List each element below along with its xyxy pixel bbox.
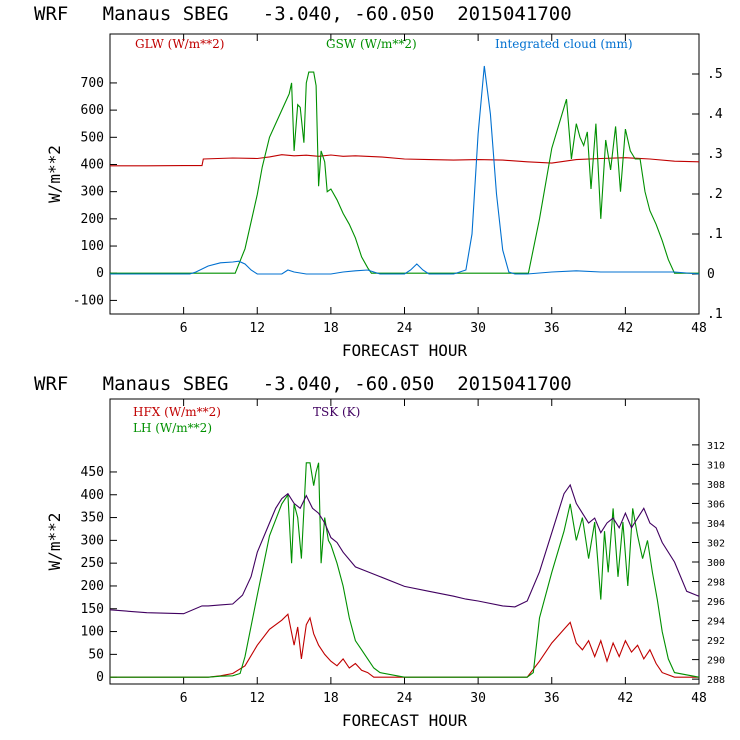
chart1-series-gsw-line bbox=[110, 71, 699, 274]
chart1-x-tick-label: 6 bbox=[180, 321, 188, 336]
chart2-y2-tick-label: 290 bbox=[707, 656, 725, 667]
chart2-title: WRF Manaus SBEG -3.040, -60.050 20150417… bbox=[34, 373, 572, 395]
chart2-y2-tick-label: 294 bbox=[707, 617, 725, 628]
chart1-title: WRF Manaus SBEG -3.040, -60.050 20150417… bbox=[34, 3, 572, 25]
chart2-x-tick-label: 30 bbox=[470, 691, 486, 706]
chart2-y-tick-label: 300 bbox=[81, 533, 104, 548]
chart2-y2-tick-label: 288 bbox=[707, 675, 725, 686]
chart2-y2-tick-label: 310 bbox=[707, 460, 725, 471]
chart2-y-tick-label: 50 bbox=[88, 647, 104, 662]
chart2-x-tick-label: 24 bbox=[397, 691, 413, 706]
chart2-y2-tick-label: 300 bbox=[707, 558, 725, 569]
chart1-y-tick-label: 300 bbox=[81, 185, 104, 200]
chart2-y-tick-label: 200 bbox=[81, 579, 104, 594]
chart1-x-tick-label: 48 bbox=[691, 321, 707, 336]
chart1-y2-tick-label: .3 bbox=[707, 147, 723, 162]
chart2-x-tick-label: 12 bbox=[249, 691, 265, 706]
chart2-y-tick-label: 350 bbox=[81, 511, 104, 526]
chart1-legend-glw: GLW (W/m**2) bbox=[135, 37, 224, 51]
chart2-y2-tick-label: 296 bbox=[707, 597, 725, 608]
chart1-y-axis-label: W/m**2 bbox=[45, 145, 64, 203]
chart2-y-axis-label: W/m**2 bbox=[45, 513, 64, 571]
chart2-y2-tick-label: 306 bbox=[707, 499, 725, 510]
chart2-x-tick-label: 18 bbox=[323, 691, 339, 706]
chart1-x-axis-label: FORECAST HOUR bbox=[342, 341, 468, 360]
chart1-y2-tick-label: 0 bbox=[707, 267, 715, 282]
chart2-y2-tick-label: 308 bbox=[707, 480, 725, 491]
chart2-x-tick-label: 42 bbox=[618, 691, 634, 706]
chart1-x-tick-label: 18 bbox=[323, 321, 339, 336]
chart1-y2-tick-label: .2 bbox=[707, 187, 723, 202]
chart2-y2-tick-label: 292 bbox=[707, 636, 725, 647]
chart1-y-tick-label: 700 bbox=[81, 76, 104, 91]
chart1-y-tick-label: 400 bbox=[81, 157, 104, 172]
chart2-y-tick-label: 100 bbox=[81, 625, 104, 640]
chart1-y-tick-label: 500 bbox=[81, 130, 104, 145]
chart2-y-tick-label: 150 bbox=[81, 602, 104, 617]
chart1-y-tick-label: 100 bbox=[81, 239, 104, 254]
chart2-y2-tick-label: 304 bbox=[707, 519, 725, 530]
chart2-y-tick-label: 450 bbox=[81, 465, 104, 480]
chart1-x-tick-label: 24 bbox=[397, 321, 413, 336]
chart1-y-tick-label: 600 bbox=[81, 103, 104, 118]
chart2-x-tick-label: 48 bbox=[691, 691, 707, 706]
chart2-y-tick-label: 250 bbox=[81, 556, 104, 571]
chart2-x-tick-label: 36 bbox=[544, 691, 560, 706]
chart1-y2-tick-label: .1 bbox=[707, 307, 723, 322]
chart2-x-axis-label: FORECAST HOUR bbox=[342, 711, 468, 730]
chart1-x-tick-label: 12 bbox=[249, 321, 265, 336]
chart2-series-lh-line bbox=[110, 462, 700, 678]
chart2-legend-tsk: TSK (K) bbox=[313, 405, 360, 419]
chart2-y2-tick-label: 312 bbox=[707, 441, 725, 452]
chart2-series-tsk-line bbox=[109, 483, 700, 615]
chart1-y-tick-label: 200 bbox=[81, 212, 104, 227]
chart2-legend-hfx: HFX (W/m**2) bbox=[133, 405, 221, 419]
chart1-x-tick-label: 42 bbox=[618, 321, 634, 336]
chart1-y2-tick-label: .5 bbox=[707, 67, 723, 82]
chart1-series-glw-line bbox=[110, 154, 700, 167]
chart1-x-tick-label: 36 bbox=[544, 321, 560, 336]
chart2-y2-tick-label: 298 bbox=[707, 578, 725, 589]
chart2-y-tick-label: 400 bbox=[81, 488, 104, 503]
chart2-series-hfx-line bbox=[110, 613, 699, 678]
chart1-y-tick-label: -100 bbox=[73, 293, 104, 308]
chart1-legend-integrated: Integrated cloud (mm) bbox=[495, 37, 633, 51]
chart1-y2-tick-label: .1 bbox=[707, 227, 723, 242]
chart1-x-tick-label: 30 bbox=[470, 321, 486, 336]
chart2-y2-tick-label: 302 bbox=[707, 538, 725, 549]
chart1-legend-gsw: GSW (W/m**2) bbox=[326, 37, 417, 51]
chart2-x-tick-label: 6 bbox=[180, 691, 188, 706]
chart1-y2-tick-label: .4 bbox=[707, 107, 723, 122]
chart1-series-integrated-line bbox=[110, 65, 700, 275]
chart2-y-tick-label: 0 bbox=[96, 670, 104, 685]
chart2-legend-lh: LH (W/m**2) bbox=[133, 421, 212, 435]
chart1-y-tick-label: 0 bbox=[96, 266, 104, 281]
